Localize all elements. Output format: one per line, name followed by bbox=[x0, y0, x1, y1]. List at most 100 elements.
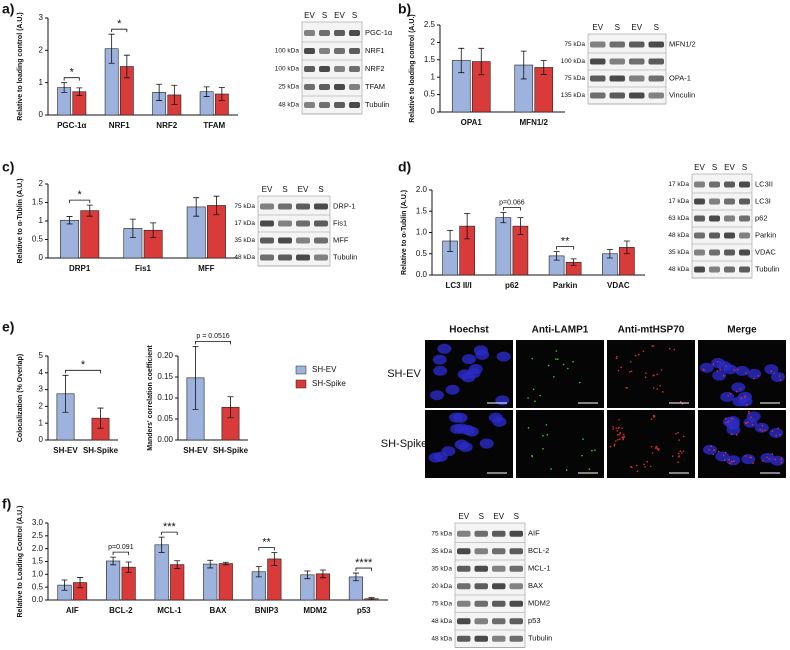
row-label: SH-Spike bbox=[381, 438, 427, 450]
y-tick-label: 0 bbox=[39, 110, 44, 119]
mthsp70-puncta bbox=[744, 422, 747, 425]
error-bar bbox=[464, 212, 471, 240]
y-tick-label: 2.5 bbox=[424, 20, 436, 29]
mthsp70-puncta bbox=[751, 423, 754, 426]
blot-band bbox=[709, 249, 720, 256]
mthsp70-puncta bbox=[617, 369, 620, 372]
mthsp70-puncta bbox=[609, 445, 612, 448]
mthsp70-puncta bbox=[757, 374, 760, 377]
nucleus bbox=[711, 358, 726, 369]
blot-band bbox=[278, 254, 292, 261]
channel-header: Hoechst bbox=[449, 325, 489, 336]
blot-band bbox=[629, 58, 645, 65]
error-bar bbox=[570, 258, 577, 267]
y-tick-label: 0.0 bbox=[32, 595, 44, 604]
nucleus bbox=[747, 368, 762, 379]
band-label: VDAC bbox=[755, 247, 776, 256]
y-tick-label: 1.5 bbox=[32, 198, 44, 207]
nucleus bbox=[445, 384, 460, 395]
mthsp70-puncta bbox=[716, 369, 719, 372]
significance-bracket bbox=[112, 551, 130, 556]
lane-label: S bbox=[352, 11, 357, 20]
nucleus bbox=[466, 368, 481, 379]
band-label: MCL-1 bbox=[528, 564, 551, 573]
error-bar bbox=[108, 33, 115, 64]
blot-band bbox=[260, 220, 274, 227]
kda-label: 75 kDa bbox=[564, 41, 585, 48]
blot-band bbox=[694, 249, 705, 256]
mthsp70-puncta bbox=[652, 387, 655, 389]
error-bar bbox=[86, 204, 93, 217]
blot-band bbox=[694, 266, 705, 273]
mthsp70-puncta bbox=[660, 369, 663, 371]
mthsp70-puncta bbox=[657, 449, 660, 451]
y-tick-label: 1.0 bbox=[32, 569, 44, 578]
channel-header: Anti-mtHSP70 bbox=[618, 325, 685, 336]
significance-bracket bbox=[258, 547, 275, 551]
blot-band bbox=[474, 530, 488, 537]
blot-band bbox=[709, 266, 720, 273]
y-tick-label: 0.15 bbox=[157, 372, 173, 381]
mthsp70-puncta bbox=[747, 421, 749, 424]
mthsp70-puncta bbox=[677, 431, 679, 434]
blot-band bbox=[694, 181, 705, 188]
mthsp70-puncta bbox=[780, 457, 783, 459]
x-tick-label: OPA1 bbox=[461, 118, 483, 127]
nucleus bbox=[731, 382, 746, 393]
lane-label: EV bbox=[493, 512, 504, 521]
lane-label: EV bbox=[304, 11, 315, 20]
mthsp70-puncta bbox=[615, 427, 618, 429]
mthsp70-puncta bbox=[730, 460, 733, 463]
y-axis-label: Manders' correlation coefficient bbox=[147, 345, 154, 451]
blot-band bbox=[314, 220, 328, 227]
mthsp70-puncta bbox=[615, 440, 617, 442]
mthsp70-puncta bbox=[727, 394, 730, 397]
mthsp70-puncta bbox=[729, 462, 731, 465]
band-label: LC3I bbox=[755, 196, 771, 205]
x-tick-label: AIF bbox=[66, 606, 79, 615]
mthsp70-puncta bbox=[619, 432, 621, 435]
error-bar bbox=[62, 374, 69, 413]
mthsp70-puncta bbox=[724, 421, 727, 424]
x-tick-label: BCL-2 bbox=[109, 606, 133, 615]
micrograph bbox=[607, 410, 695, 478]
lane-label: S bbox=[654, 23, 659, 32]
blot-band bbox=[457, 635, 471, 642]
lamp1-puncta bbox=[567, 367, 569, 370]
band-label: BAX bbox=[528, 581, 543, 590]
mthsp70-puncta bbox=[722, 454, 725, 457]
mthsp70-puncta bbox=[682, 450, 685, 452]
nucleus bbox=[699, 362, 714, 373]
x-tick-label: SH-EV bbox=[183, 446, 208, 455]
blot-band bbox=[509, 530, 523, 537]
blot-band bbox=[492, 600, 506, 607]
mthsp70-puncta bbox=[646, 460, 648, 463]
y-axis-label: Relative to loading control (A.U.) bbox=[17, 12, 24, 121]
nucleus bbox=[770, 372, 785, 383]
mthsp70-puncta bbox=[752, 462, 754, 464]
blot-band bbox=[709, 232, 720, 239]
x-tick-label: TFAM bbox=[203, 121, 225, 130]
kda-label: 100 kDa bbox=[275, 48, 300, 55]
blot-band bbox=[334, 48, 345, 54]
blot-band bbox=[609, 92, 625, 99]
nucleus bbox=[429, 390, 444, 401]
mthsp70-puncta bbox=[678, 439, 680, 441]
channel-header: Merge bbox=[727, 325, 757, 336]
significance-label: ** bbox=[262, 536, 271, 548]
blot-band bbox=[314, 203, 328, 210]
mthsp70-puncta bbox=[750, 416, 752, 418]
micrograph bbox=[607, 340, 695, 408]
nucleus bbox=[464, 426, 479, 437]
mthsp70-puncta bbox=[717, 450, 720, 453]
significance-label: * bbox=[81, 359, 86, 371]
mthsp70-puncta bbox=[659, 385, 661, 387]
blot-band bbox=[334, 66, 345, 72]
error-bar bbox=[500, 212, 507, 224]
kda-label: 35 kDa bbox=[668, 249, 689, 256]
blot-band bbox=[457, 530, 471, 537]
blot-band bbox=[509, 618, 523, 625]
significance-bracket bbox=[355, 567, 372, 572]
mthsp70-puncta bbox=[656, 388, 659, 390]
error-bar bbox=[447, 229, 454, 253]
